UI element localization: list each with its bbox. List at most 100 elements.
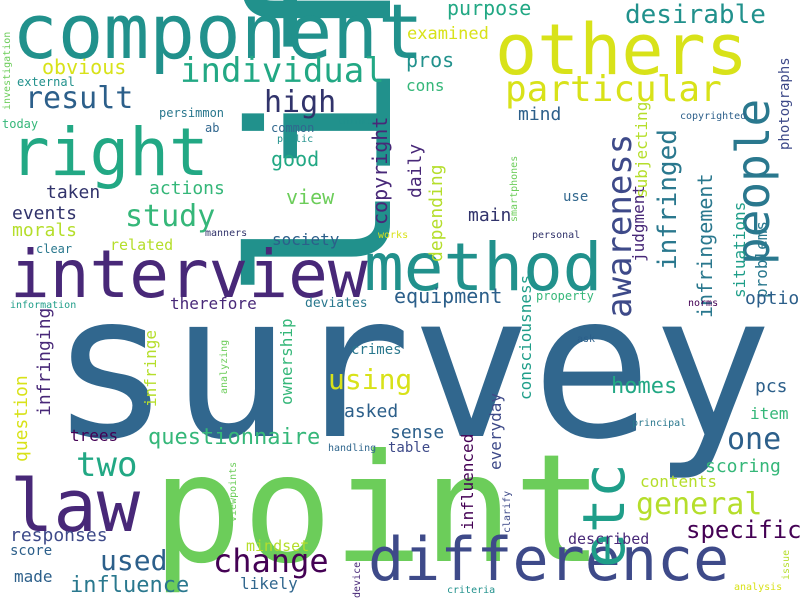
word-infringed: infringed bbox=[653, 129, 683, 270]
word-ownership: ownership bbox=[277, 318, 296, 405]
word-taken: taken bbox=[46, 182, 101, 203]
word-pros: pros bbox=[406, 48, 455, 72]
word-thinks: thinks bbox=[337, 116, 374, 127]
word-device: device bbox=[352, 561, 363, 598]
word-view: view bbox=[286, 185, 335, 209]
word-option: option bbox=[745, 288, 800, 309]
word-influenced: influenced bbox=[458, 433, 477, 530]
word-persimmon: persimmon bbox=[159, 106, 225, 120]
word-issue: issue bbox=[781, 549, 792, 580]
word-infringe: infringe bbox=[141, 329, 160, 407]
word-pcs: pcs bbox=[755, 376, 788, 397]
word-homes: homes bbox=[611, 374, 678, 399]
word-one: one bbox=[727, 422, 782, 457]
word-score: score bbox=[10, 543, 53, 559]
word-property: property bbox=[536, 289, 594, 303]
word-desirable: desirable bbox=[625, 0, 766, 30]
word-handling: handling bbox=[328, 443, 377, 454]
word-table: table bbox=[388, 440, 431, 456]
word-copyright: copyright bbox=[368, 116, 392, 225]
word-problems: problems bbox=[752, 220, 771, 298]
word-crimes: crimes bbox=[351, 342, 402, 358]
word-analysis: analysis bbox=[734, 582, 783, 593]
word-trees: trees bbox=[70, 426, 119, 445]
word-events: events bbox=[12, 203, 78, 224]
word-infringement: infringement bbox=[693, 173, 717, 319]
word-today: today bbox=[2, 117, 39, 131]
word-law: law bbox=[10, 464, 141, 548]
word-consciousness: consciousness bbox=[516, 274, 535, 400]
word-right: right bbox=[10, 114, 209, 191]
word-deviates: deviates bbox=[305, 296, 368, 311]
word-information: information bbox=[10, 300, 77, 311]
word-mindset: mindset bbox=[246, 537, 310, 555]
word-sense: sense bbox=[390, 422, 445, 443]
word-clarify: clarify bbox=[502, 490, 513, 533]
word-works: works bbox=[378, 230, 409, 241]
word-public: public bbox=[277, 134, 314, 145]
word-general: general bbox=[636, 487, 763, 522]
word-asked: asked bbox=[344, 401, 399, 422]
word-ab: ab bbox=[205, 121, 220, 135]
word-therefore: therefore bbox=[170, 294, 257, 313]
word-influence: influence bbox=[70, 573, 190, 598]
word-principal: principal bbox=[632, 418, 687, 429]
word-viewpoints: viewpoints bbox=[228, 461, 239, 522]
word-society: society bbox=[272, 230, 340, 249]
word-smartphones: smartphones bbox=[509, 155, 520, 222]
word-obvious: obvious bbox=[42, 55, 127, 79]
word-use: use bbox=[563, 189, 589, 205]
word-norms: norms bbox=[688, 298, 719, 309]
word-method: method bbox=[364, 229, 603, 306]
word-related: related bbox=[110, 236, 174, 254]
word-personal: personal bbox=[532, 230, 581, 241]
word-morals: morals bbox=[12, 220, 78, 241]
word-daily: daily bbox=[405, 143, 426, 198]
word-high: high bbox=[264, 85, 337, 120]
word-equipment: equipment bbox=[394, 284, 503, 308]
word-difference: difference bbox=[368, 525, 730, 595]
word-manners: manners bbox=[205, 228, 248, 239]
word-copyrighted: copyrighted bbox=[680, 111, 747, 122]
word-responses: responses bbox=[10, 525, 108, 546]
word-everyday: everyday bbox=[486, 392, 505, 470]
word-others: others bbox=[495, 9, 748, 91]
word-depending: depending bbox=[426, 164, 447, 262]
word-investigation: investigation bbox=[2, 31, 13, 110]
word-criteria: criteria bbox=[447, 585, 496, 596]
word-external: external bbox=[17, 75, 75, 89]
word-examined: examined bbox=[407, 24, 489, 44]
word-using: using bbox=[328, 363, 413, 396]
word-cons: cons bbox=[406, 76, 445, 95]
word-two: two bbox=[76, 445, 138, 485]
word-individual: individual bbox=[180, 51, 385, 91]
word-interview: interview bbox=[10, 236, 368, 313]
word-made: made bbox=[14, 567, 53, 586]
word-contents: contents bbox=[640, 472, 718, 491]
word-analyzing: analyzing bbox=[219, 339, 230, 394]
word-purpose: purpose bbox=[447, 0, 532, 20]
word-likely: likely bbox=[240, 574, 298, 593]
word-specific: specific bbox=[686, 516, 800, 544]
word-scoring: scoring bbox=[705, 456, 781, 477]
word-survey: survey bbox=[50, 251, 773, 484]
word-clear: clear bbox=[36, 242, 73, 256]
word-component: component bbox=[12, 0, 424, 76]
word-change: change bbox=[213, 542, 329, 580]
word-infringing: infringing bbox=[34, 307, 55, 416]
word-question: question bbox=[11, 375, 32, 462]
word-etc: etc bbox=[570, 463, 638, 568]
word-used: used bbox=[100, 544, 168, 577]
word-study: study bbox=[125, 199, 216, 234]
word-item: item bbox=[750, 404, 789, 423]
word-actions: actions bbox=[149, 178, 225, 199]
word-particular: particular bbox=[505, 69, 722, 110]
word-ask: ask bbox=[577, 334, 596, 345]
word-mind: mind bbox=[518, 104, 562, 125]
word-main: main bbox=[468, 205, 512, 226]
word-situations: situations bbox=[730, 201, 749, 298]
word-subjecting: subjecting bbox=[632, 101, 651, 198]
word-result: result bbox=[25, 81, 134, 116]
word-common: common bbox=[271, 121, 315, 135]
